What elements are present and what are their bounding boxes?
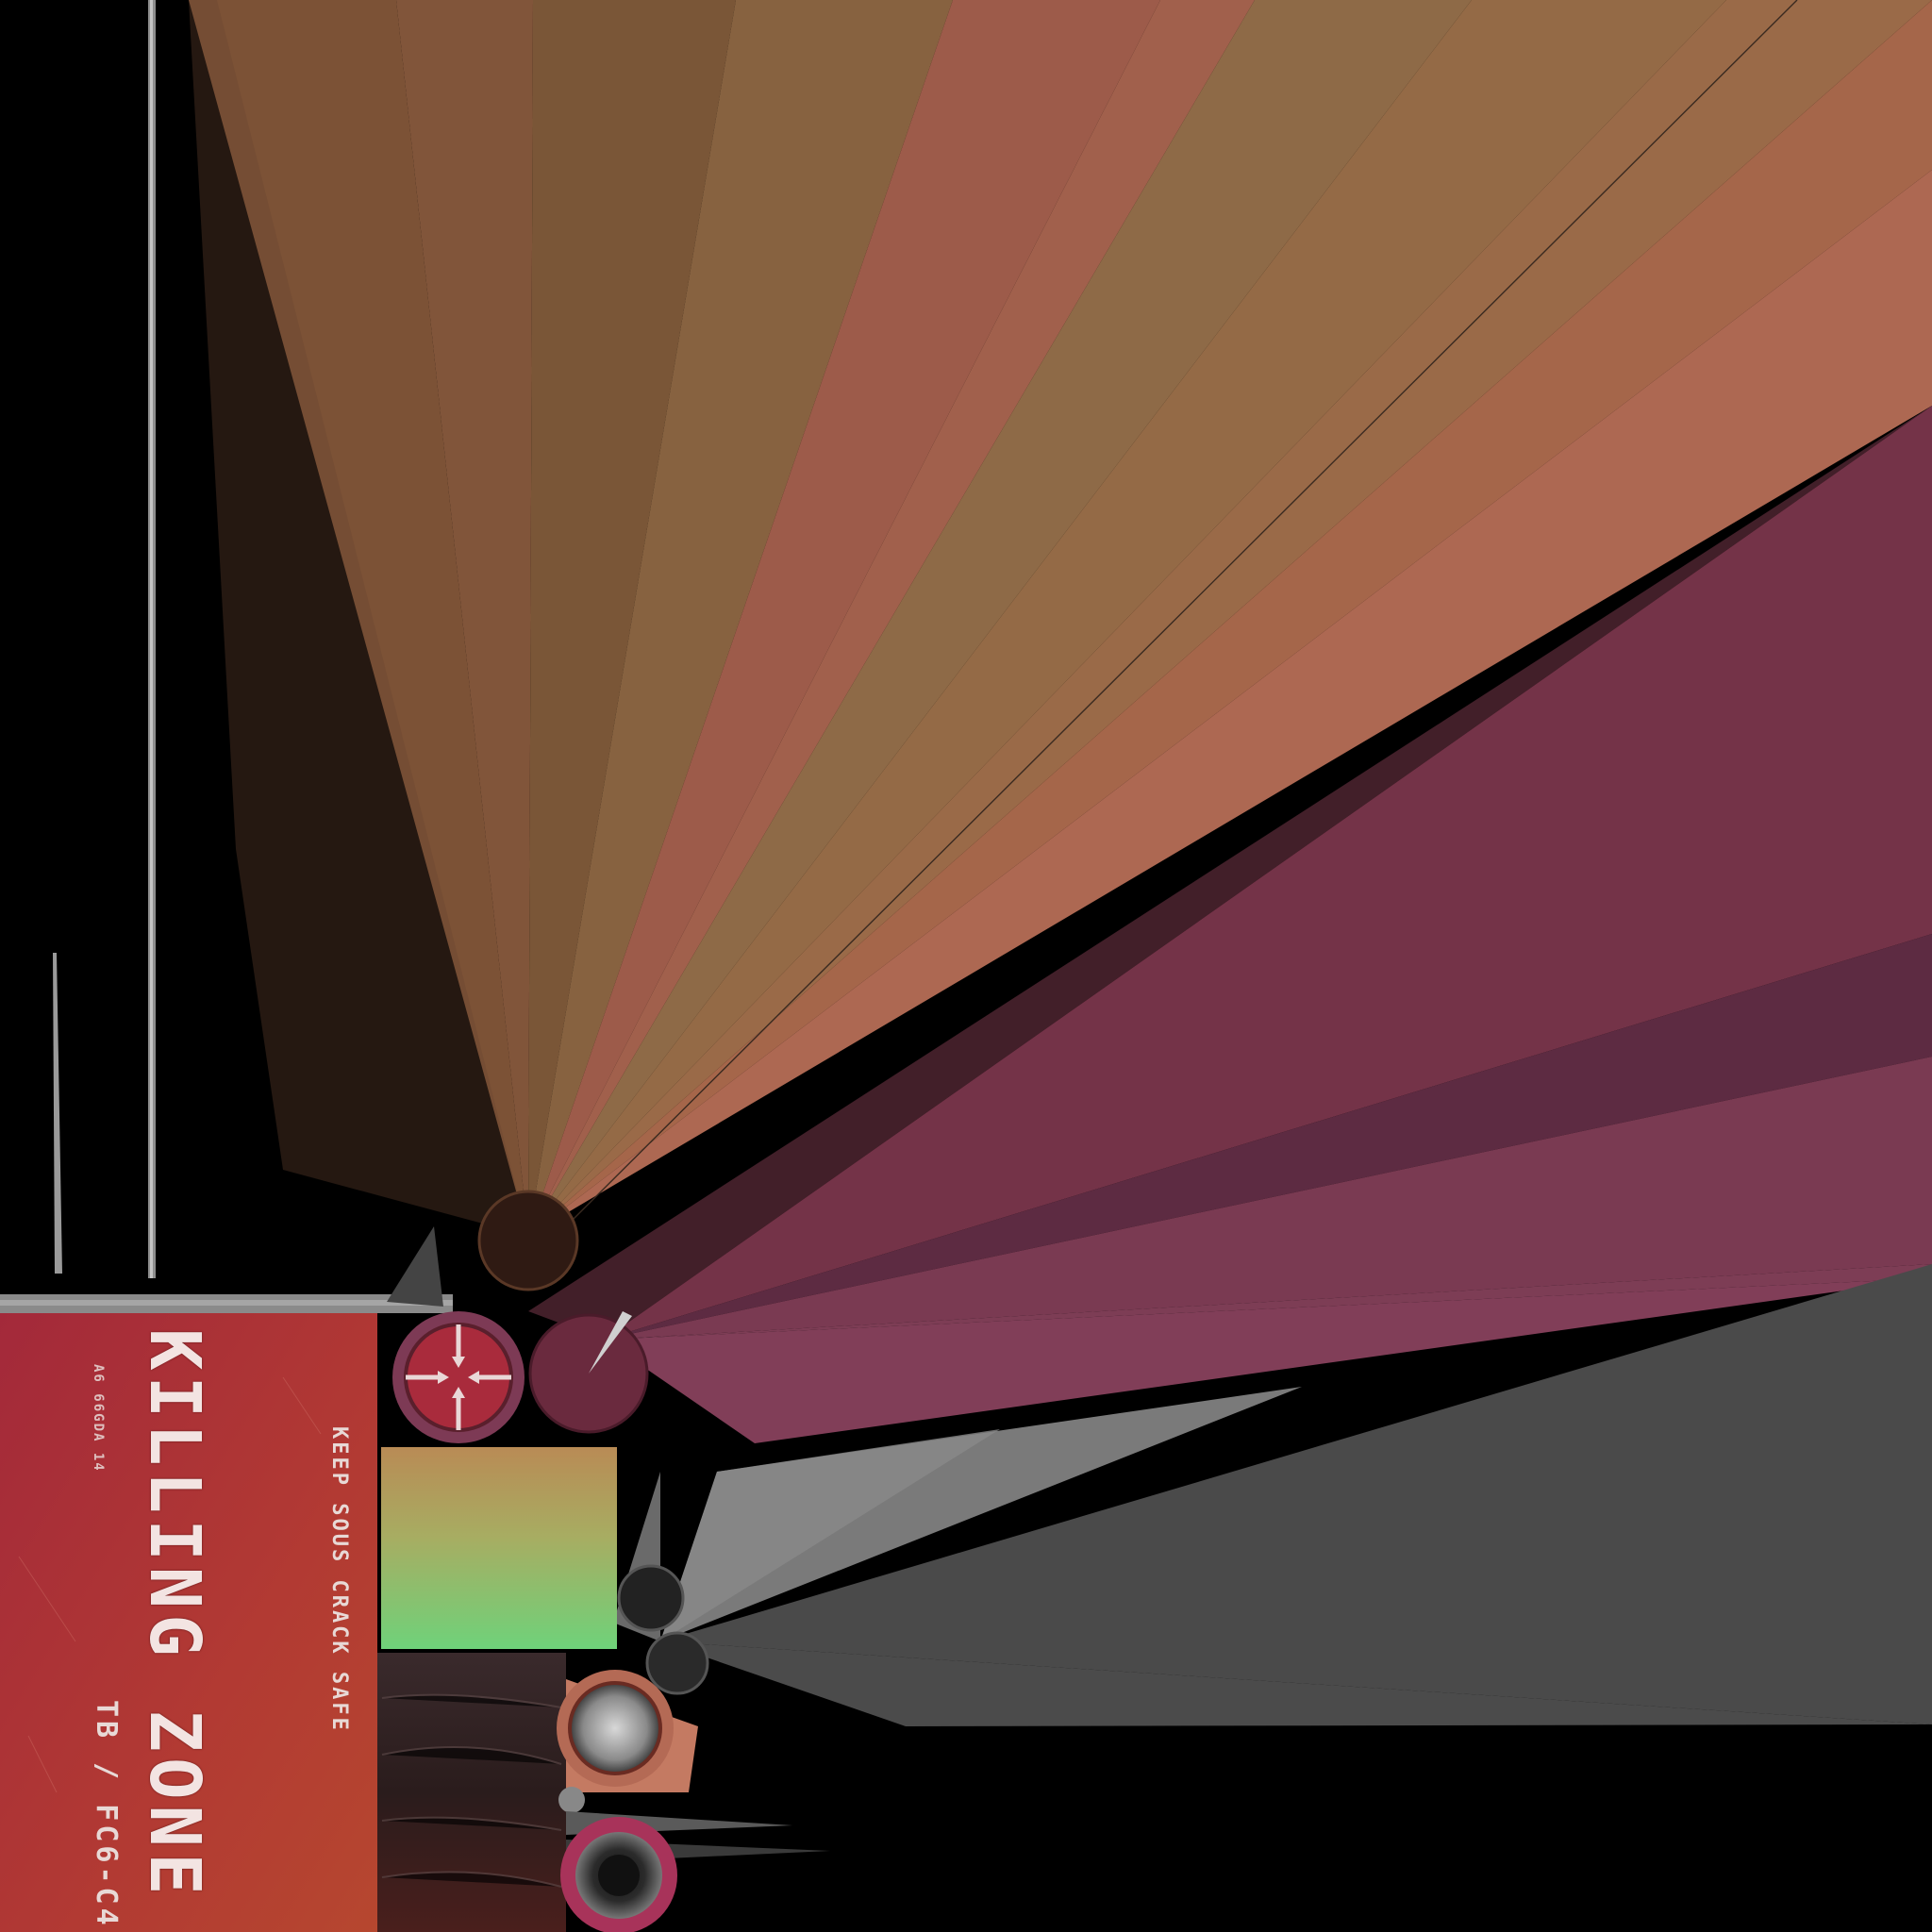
- crosshair-arrows-icon: [392, 1311, 525, 1443]
- sticker-warning: KEEP SOUS CRACK SAFE: [327, 1426, 351, 1733]
- grey-fan: [613, 1264, 1932, 1726]
- origin-disc: [479, 1191, 577, 1290]
- killing-zone-sticker: [0, 1313, 377, 1932]
- sticker-title: KILLING ZONE: [134, 1328, 215, 1901]
- magenta-fan: [528, 406, 1932, 1443]
- needle-rod: [53, 953, 62, 1274]
- sticker-ref: TB / FC6-C4: [90, 1700, 123, 1929]
- grey-disc-1: [619, 1566, 683, 1630]
- wood-panel: [377, 1653, 566, 1932]
- grey-disc-2: [647, 1633, 708, 1693]
- sticker-code: A6 66GDA 14: [91, 1364, 106, 1473]
- green-panel: [381, 1447, 617, 1649]
- orange-fan: [189, 0, 1932, 1236]
